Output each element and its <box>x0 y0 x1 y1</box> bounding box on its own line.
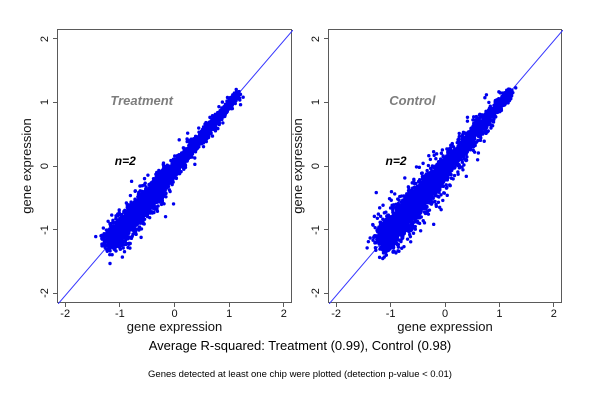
control-xaxis-label: gene expression <box>397 319 493 334</box>
treatment-y-tick <box>53 38 57 40</box>
treatment-x-tick <box>228 303 230 307</box>
treatment-scatter-canvas <box>58 30 293 304</box>
treatment-y-tick-label: -1 <box>39 224 51 235</box>
treatment-x-tick <box>283 303 285 307</box>
treatment-y-tick <box>53 292 57 294</box>
control-x-tick-label: 1 <box>496 308 503 320</box>
control-x-tick-label: -1 <box>385 308 396 320</box>
control-x-tick <box>444 303 446 307</box>
treatment-y-tick <box>53 229 57 231</box>
r-squared-caption: Average R-squared: Treatment (0.99), Con… <box>148 338 452 353</box>
treatment-x-tick-label: 0 <box>171 308 178 320</box>
control-y-tick <box>324 165 328 167</box>
control-x-tick-label: 0 <box>441 308 449 320</box>
treatment-y-tick-label: -2 <box>39 288 51 299</box>
control-y-tick <box>324 229 328 231</box>
control-x-tick <box>390 303 392 307</box>
control-group-label: Control <box>389 93 436 108</box>
treatment-x-tick-label: 1 <box>226 308 233 320</box>
treatment-x-tick <box>119 303 121 307</box>
control-y-tick-label: -1 <box>310 224 322 235</box>
treatment-x-tick-label: 2 <box>280 308 287 320</box>
control-x-tick-label: 2 <box>550 308 557 320</box>
treatment-x-tick-label: -1 <box>114 308 125 320</box>
treatment-group-label: Treatment <box>110 93 174 108</box>
treatment-xaxis-label: gene expression <box>126 319 223 334</box>
control-x-tick <box>553 303 555 307</box>
control-scatter-canvas <box>329 30 563 304</box>
control-plot-box <box>328 29 563 304</box>
control-yaxis-label: gene expression <box>290 118 305 214</box>
treatment-x-tick-label: -2 <box>60 308 71 320</box>
control-y-tick <box>324 292 328 294</box>
control-y-tick-label: 1 <box>310 99 322 106</box>
control-y-tick-label: -2 <box>310 288 322 299</box>
treatment-y-tick-label: 0 <box>39 162 51 170</box>
treatment-y-tick-label: 2 <box>39 35 51 42</box>
control-y-tick <box>324 38 328 40</box>
detection-note-caption: Genes detected at least one chip were pl… <box>148 369 452 380</box>
treatment-yaxis-label: gene expression <box>19 118 34 214</box>
treatment-y-tick <box>53 165 57 167</box>
control-y-tick-label: 0 <box>310 162 322 170</box>
treatment-y-tick-label: 1 <box>39 99 51 106</box>
control-x-tick-label: -2 <box>331 308 342 320</box>
control-y-tick <box>324 101 328 103</box>
control-x-tick <box>335 303 337 307</box>
treatment-y-tick <box>53 101 57 103</box>
control-x-tick <box>498 303 500 307</box>
control-y-tick-label: 2 <box>310 35 322 42</box>
control-n-annotation: n=2 <box>385 153 407 168</box>
treatment-x-tick <box>174 303 175 307</box>
treatment-plot-box <box>57 29 293 304</box>
treatment-x-tick <box>64 303 66 307</box>
treatment-n-annotation: n=2 <box>114 153 136 168</box>
